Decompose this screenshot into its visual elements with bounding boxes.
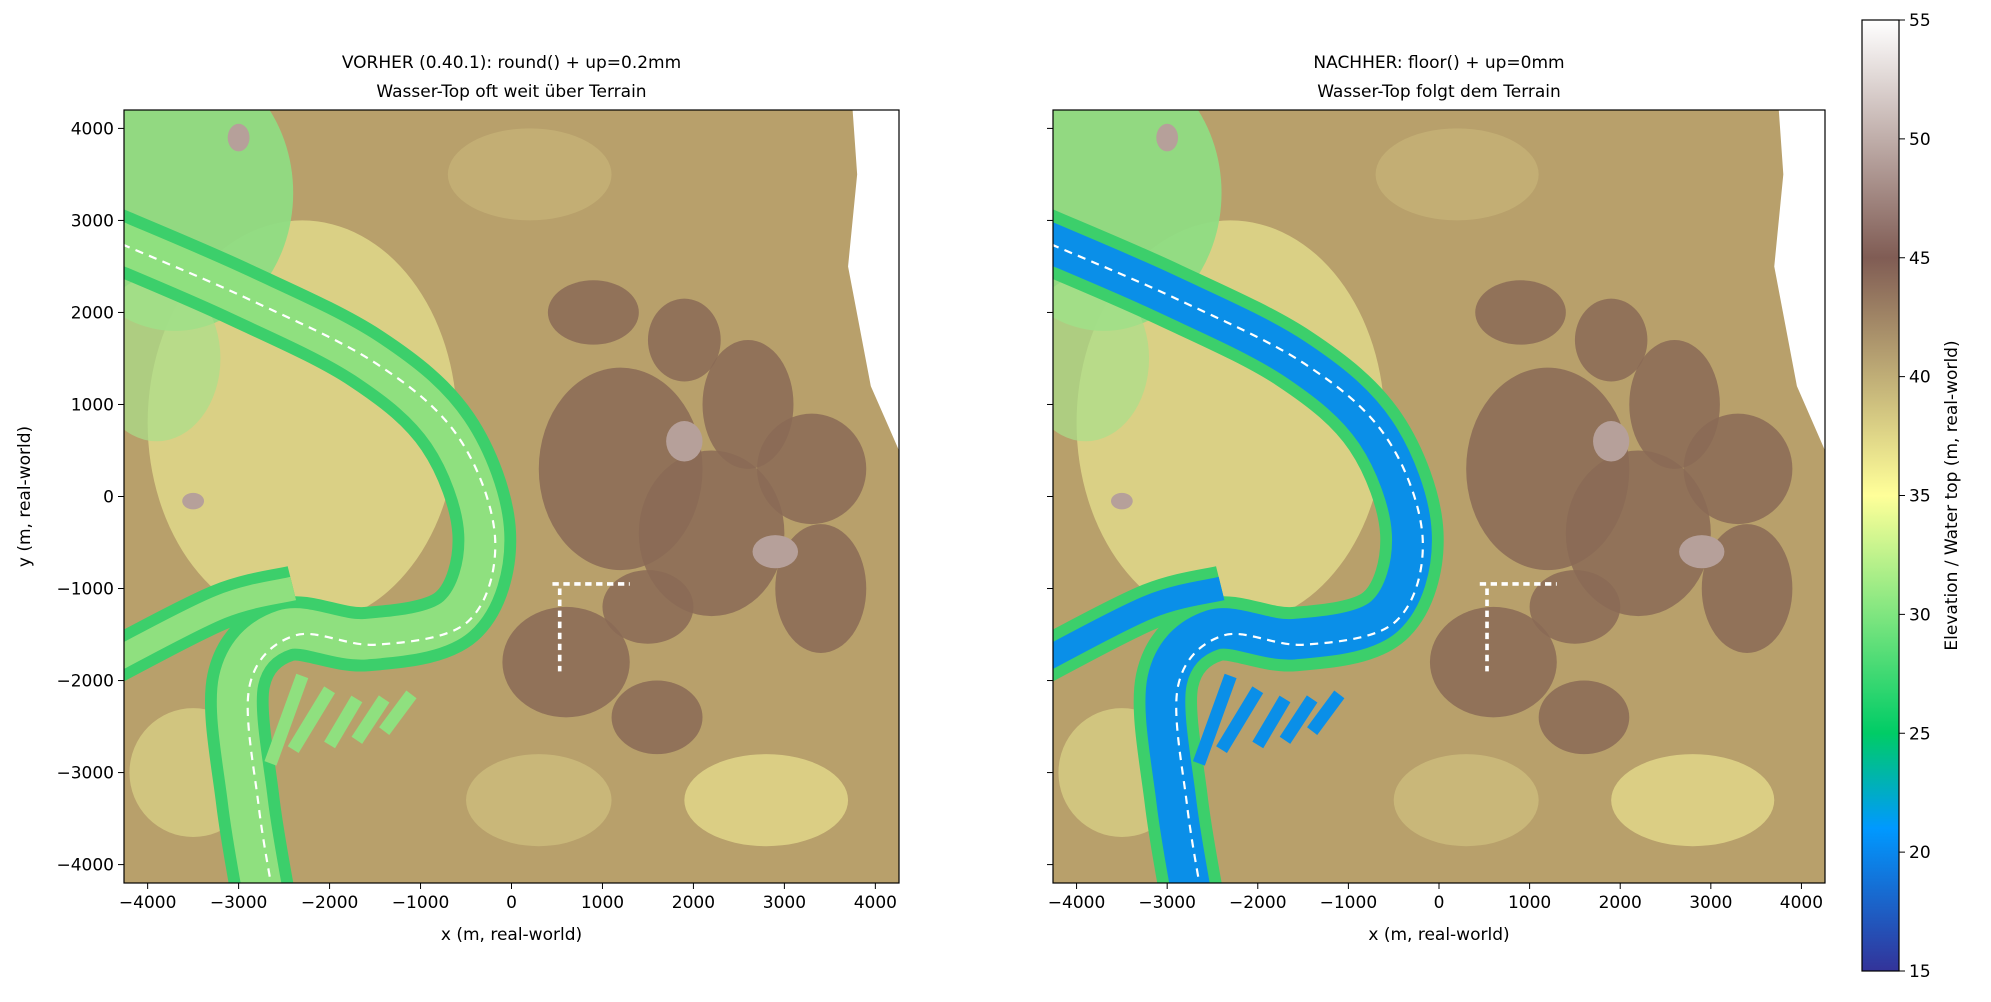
- colorbar-tick-label: 30: [1909, 605, 1931, 625]
- x-axis-label: x (m, real-world): [441, 925, 582, 945]
- colorbar-tick-label: 40: [1909, 368, 1931, 388]
- river: [1053, 222, 1432, 883]
- terrain-high: [1475, 280, 1566, 345]
- river-arm: [1307, 690, 1345, 736]
- terrain-patch: [1053, 275, 1150, 442]
- terrain-white: [848, 110, 899, 451]
- x-tick-label: −1000: [1320, 893, 1378, 913]
- river-arm: [324, 695, 363, 749]
- colorbar-tick-label: 15: [1909, 962, 1931, 982]
- river-arm: [264, 673, 309, 766]
- heatmap-image: [124, 110, 899, 883]
- colorbar-tick-label: 50: [1909, 130, 1931, 150]
- x-tick-label: 1000: [581, 893, 624, 913]
- terrain-high: [1529, 570, 1621, 644]
- chart-subtitle: Wasser-Top folgt dem Terrain: [1317, 82, 1561, 102]
- y-tick-label: 3000: [71, 211, 114, 231]
- river-arm: [287, 686, 335, 753]
- chart-subtitle: Wasser-Top oft weit über Terrain: [376, 82, 646, 102]
- river-arm: [379, 690, 417, 736]
- y-tick-label: 4000: [71, 119, 114, 139]
- x-tick-label: −4000: [1048, 893, 1106, 913]
- y-tick-label: 1000: [71, 395, 114, 415]
- river-arm: [1252, 695, 1291, 749]
- y-tick-label: −3000: [56, 764, 114, 784]
- chart-title: VORHER (0.40.1): round() + up=0.2mm: [342, 53, 681, 73]
- colorbar-tick-label: 45: [1909, 249, 1931, 269]
- colorbar-tick-label: 25: [1909, 724, 1931, 744]
- river-arm: [1192, 673, 1237, 766]
- terrain-peak: [227, 123, 250, 152]
- y-tick-label: −2000: [56, 672, 114, 692]
- x-axis-label: x (m, real-world): [1368, 925, 1509, 945]
- terrain-peak: [666, 421, 703, 462]
- colorbar-tick-label: 55: [1909, 11, 1931, 31]
- terrain-peak: [1679, 535, 1725, 569]
- terrain-peak: [1110, 492, 1133, 510]
- terrain-high: [611, 680, 703, 755]
- y-tick-label: 2000: [71, 303, 114, 323]
- x-tick-label: 1000: [1508, 893, 1551, 913]
- river-edge: [124, 243, 497, 883]
- terrain-peak: [752, 535, 799, 569]
- terrain-peak: [182, 492, 205, 510]
- x-tick-label: −1000: [392, 893, 450, 913]
- terrain-high: [502, 606, 630, 718]
- y-tick-label: −1000: [56, 580, 114, 600]
- y-tick-label: −4000: [56, 856, 114, 876]
- x-tick-label: −3000: [1138, 893, 1196, 913]
- colorbar-label: Elevation / Water top (m, real-world): [1942, 340, 1962, 650]
- x-tick-label: 3000: [1689, 893, 1732, 913]
- terrain-patch: [1375, 128, 1539, 221]
- river-arm: [351, 695, 390, 744]
- terrain-high: [1574, 298, 1648, 382]
- x-tick-label: −3000: [210, 893, 268, 913]
- colorbar-tick-label: 35: [1909, 487, 1931, 507]
- terrain-high: [1683, 413, 1793, 525]
- river: [1053, 576, 1225, 669]
- y-axis-label: y (m, real-world): [15, 426, 35, 567]
- river-arm: [1279, 695, 1318, 744]
- terrain-high: [775, 524, 867, 653]
- terrain-patch: [1611, 754, 1775, 847]
- heatmap-image: [1053, 110, 1825, 883]
- terrain-patch: [1393, 754, 1539, 847]
- terrain-high: [1565, 450, 1711, 617]
- y-tick-label: 0: [103, 488, 114, 508]
- terrain-white: [1774, 110, 1825, 451]
- x-tick-label: 3000: [763, 893, 806, 913]
- terrain-high: [647, 298, 721, 382]
- terrain-high: [1429, 606, 1557, 718]
- terrain-high: [1701, 524, 1793, 653]
- x-tick-label: −2000: [301, 893, 359, 913]
- terrain-patch: [447, 128, 612, 221]
- x-tick-label: 4000: [1780, 893, 1823, 913]
- x-tick-label: 0: [1434, 893, 1445, 913]
- terrain-high: [757, 413, 867, 525]
- river-edge: [1053, 243, 1424, 883]
- x-tick-label: 4000: [854, 893, 897, 913]
- terrain-high: [602, 570, 694, 644]
- river: [124, 576, 297, 669]
- colorbar-tick-label: 20: [1909, 843, 1931, 863]
- terrain-peak: [1593, 421, 1630, 462]
- x-tick-label: −4000: [119, 893, 177, 913]
- terrain-high: [638, 450, 785, 617]
- river-arm: [1216, 686, 1264, 753]
- x-tick-label: 2000: [1599, 893, 1642, 913]
- terrain-patch: [466, 754, 612, 847]
- terrain-patch: [124, 275, 221, 442]
- x-tick-label: 0: [506, 893, 517, 913]
- x-tick-label: 2000: [672, 893, 715, 913]
- colorbar: [1862, 20, 1899, 971]
- x-tick-label: −2000: [1229, 893, 1287, 913]
- terrain-high: [547, 280, 639, 345]
- terrain-high: [1538, 680, 1630, 755]
- terrain-patch: [684, 754, 849, 847]
- river: [124, 222, 505, 883]
- chart-title: NACHHER: floor() + up=0mm: [1313, 53, 1564, 73]
- terrain-peak: [1156, 123, 1179, 152]
